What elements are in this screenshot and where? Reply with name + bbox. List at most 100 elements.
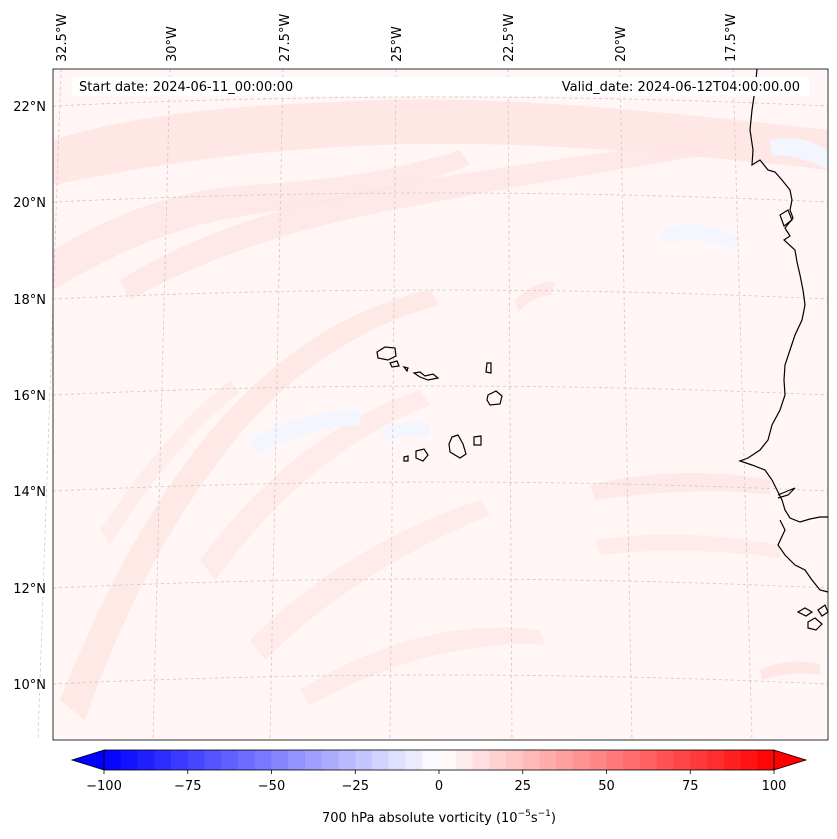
colorbar-tick-label: −100 [86, 779, 122, 794]
guinea-bissau-coast [777, 519, 829, 593]
colorbar-cell [707, 750, 725, 770]
valid-date-background [312, 77, 809, 96]
colorbar-cell [405, 750, 423, 770]
vorticity-band [120, 140, 705, 300]
colorbar-cell [154, 750, 172, 770]
colorbar-label-unit-exp: −1 [538, 809, 551, 819]
colorbar-cell [573, 750, 591, 770]
colorbar-cell [757, 750, 775, 770]
colorbar-cell [439, 750, 457, 770]
vorticity-band [100, 380, 240, 545]
vorticity-band [53, 99, 828, 185]
lat-label: 16°N [13, 389, 46, 404]
meridian-line [619, 68, 633, 741]
island-fogo [415, 448, 429, 462]
colorbar-cell [422, 750, 440, 770]
lon-label: 22.5°W [502, 14, 517, 62]
colorbar-cell [640, 750, 658, 770]
lon-label: 20°W [614, 26, 629, 62]
vorticity-band [60, 290, 440, 720]
colorbar-cells [104, 750, 775, 770]
parallel-line [52, 192, 829, 203]
vorticity-band [515, 281, 555, 312]
colorbar-label-exp: −5 [518, 809, 531, 819]
parallel-line [52, 481, 829, 492]
parallel-line [52, 385, 829, 396]
vorticity-field [53, 69, 828, 740]
vorticity-band [200, 390, 430, 580]
latitude-labels: 22°N 20°N 18°N 16°N 14°N 12°N 10°N [13, 100, 46, 693]
colorbar-cell [305, 750, 323, 770]
colorbar-cell [204, 750, 222, 770]
colorbar-cell [489, 750, 507, 770]
vorticity-band [53, 150, 470, 290]
colorbar-tick-label: 100 [762, 779, 787, 794]
colorbar-cell [623, 750, 641, 770]
colorbar-tick-label: 25 [514, 779, 531, 794]
coastline [738, 68, 829, 631]
coastal-island [779, 209, 793, 227]
colorbar-tick-label: 50 [598, 779, 615, 794]
colorbar-cell [137, 750, 155, 770]
colorbar-label-field: 700 hPa absolute vorticity [322, 811, 492, 826]
colorbar-ticks: −100 −75 −50 −25 0 25 50 75 100 [86, 770, 786, 794]
island-boa-vista [486, 390, 503, 406]
colorbar-extend-low [70, 749, 105, 771]
colorbar-extend-high [773, 749, 808, 771]
meridian-line [37, 68, 62, 741]
colorbar-cell [455, 750, 473, 770]
colorbar-cell [723, 750, 741, 770]
colorbar: −100 −75 −50 −25 0 25 50 75 100 700 hPa absolute… [70, 749, 808, 826]
colorbar-cell [187, 750, 205, 770]
valid-date-label: Valid_date: 2024-06-12T04:00:00.00 [562, 80, 800, 95]
island-sal [485, 362, 492, 374]
island-santa-luzia [402, 366, 409, 373]
colorbar-cell [388, 750, 406, 770]
colorbar-tick-label: 0 [435, 779, 443, 794]
graticule [37, 68, 829, 741]
lat-label: 12°N [13, 582, 46, 597]
colorbar-label-base: 10 [501, 811, 518, 826]
colorbar-cell [606, 750, 624, 770]
colorbar-cell [690, 750, 708, 770]
lat-label: 18°N [13, 293, 46, 308]
colorbar-label-open: ( [492, 811, 501, 826]
colorbar-cell [254, 750, 272, 770]
colorbar-cell [238, 750, 256, 770]
lat-label: 22°N [13, 100, 46, 115]
vorticity-band [300, 627, 545, 705]
colorbar-cell [589, 750, 607, 770]
vorticity-band [590, 473, 770, 500]
colorbar-cell [120, 750, 138, 770]
colorbar-cell [271, 750, 289, 770]
meridian-line [389, 68, 397, 741]
parallel-line [52, 289, 829, 300]
colorbar-cell [372, 750, 390, 770]
colorbar-label: 700 hPa absolute vorticity (10−5s−1) [322, 809, 556, 826]
colorbar-cell [506, 750, 524, 770]
meridian-line [269, 68, 284, 741]
island-santiago [448, 434, 467, 459]
island-sao-nicolau [412, 371, 440, 381]
parallel-line [52, 674, 829, 685]
lat-label: 14°N [13, 485, 46, 500]
lon-label: 30°W [165, 26, 180, 62]
lon-label: 27.5°W [278, 14, 293, 62]
colorbar-cell [171, 750, 189, 770]
bissagos-island [807, 617, 823, 631]
colorbar-tick-label: 75 [682, 779, 699, 794]
colorbar-tick-label: −25 [342, 779, 369, 794]
colorbar-cell [522, 750, 540, 770]
island-sao-vicente [389, 360, 400, 368]
lon-label: 32.5°W [55, 14, 70, 62]
colorbar-cell [556, 750, 574, 770]
longitude-labels: 32.5°W 30°W 27.5°W 25°W 22.5°W 20°W 17.5… [55, 14, 739, 62]
parallel-line [52, 578, 829, 589]
colorbar-cell [355, 750, 373, 770]
map-frame [52, 68, 829, 741]
colorbar-cell [321, 750, 339, 770]
meridian-line [152, 68, 171, 741]
start-date-background [72, 77, 312, 96]
island-brava [403, 455, 409, 462]
